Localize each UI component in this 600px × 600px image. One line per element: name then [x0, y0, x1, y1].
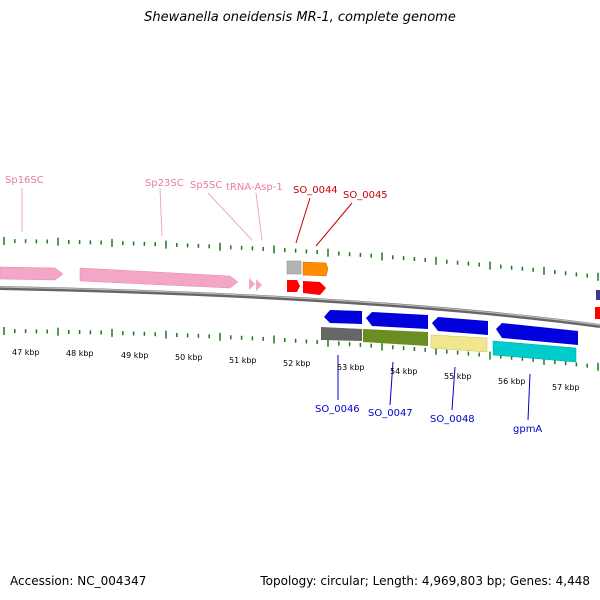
- ruler-label: 56 kbp: [498, 377, 526, 386]
- so-0045-feature[interactable]: [303, 281, 326, 295]
- gpma-block: [492, 340, 577, 363]
- so-0045-orange-block[interactable]: [302, 261, 329, 277]
- so-0047-block: [363, 329, 428, 346]
- edge-blue-feature[interactable]: [596, 290, 600, 300]
- so-0047-leader: [389, 361, 394, 406]
- sp23sc-leader: [159, 187, 163, 237]
- trna-asp-label[interactable]: tRNA-Asp-1: [226, 182, 283, 193]
- so-0044-gray-block[interactable]: [286, 260, 302, 275]
- gpma-label[interactable]: gpmA: [513, 424, 542, 435]
- so-0046-block: [321, 327, 362, 341]
- edge-red-feature[interactable]: [595, 307, 600, 319]
- ruler-labels: 47 kbp 48 kbp 49 kbp 50 kbp 51 kbp 52 kb…: [12, 348, 580, 392]
- so-0048-label[interactable]: SO_0048: [430, 414, 475, 425]
- sp23sc-feature[interactable]: [79, 267, 239, 289]
- so-0045-leader: [315, 202, 353, 247]
- genome-summary-text: Topology: circular; Length: 4,969,803 bp…: [260, 574, 590, 588]
- so-0048-block: [430, 334, 488, 353]
- so-0048-feature[interactable]: [432, 317, 488, 335]
- ruler-label: 47 kbp: [12, 348, 40, 357]
- inner-tick-track: [3, 327, 599, 371]
- sp5sc-feature[interactable]: [249, 278, 255, 290]
- gpma-feature[interactable]: [496, 323, 578, 345]
- so-0047-feature[interactable]: [366, 312, 428, 329]
- genome-backbone: [0, 286, 600, 328]
- so-0044-label[interactable]: SO_0044: [293, 185, 338, 196]
- sp16sc-feature[interactable]: [0, 266, 64, 281]
- ruler-label: 54 kbp: [390, 367, 418, 376]
- ruler-label: 52 kbp: [283, 359, 311, 368]
- trna-asp-feature[interactable]: [256, 279, 262, 291]
- so-0048-leader: [451, 366, 456, 411]
- outer-tick-track: [3, 237, 599, 281]
- gpma-leader: [527, 373, 531, 421]
- so-0046-label[interactable]: SO_0046: [315, 404, 360, 415]
- ruler-label: 51 kbp: [229, 356, 257, 365]
- so-0044-feature[interactable]: [287, 280, 300, 292]
- trna-asp-leader: [255, 192, 263, 241]
- so-0047-label[interactable]: SO_0047: [368, 408, 413, 419]
- ruler-label: 55 kbp: [444, 372, 472, 381]
- so-0045-label[interactable]: SO_0045: [343, 190, 388, 201]
- ruler-label: 48 kbp: [66, 349, 94, 358]
- ruler-label: 50 kbp: [175, 353, 203, 362]
- so-0046-feature[interactable]: [324, 310, 362, 324]
- ruler-label: 53 kbp: [337, 363, 365, 372]
- ruler-label: 49 kbp: [121, 351, 149, 360]
- so-0044-leader: [295, 197, 311, 244]
- sp5sc-label[interactable]: Sp5SC: [190, 180, 222, 191]
- accession-text: Accession: NC_004347: [10, 574, 147, 588]
- map-title: Shewanella oneidensis MR-1, complete gen…: [144, 10, 456, 25]
- sp23sc-label[interactable]: Sp23SC: [145, 178, 184, 189]
- sp16sc-label[interactable]: Sp16SC: [5, 175, 44, 186]
- sp5sc-leader: [207, 192, 253, 241]
- ruler-label: 57 kbp: [552, 383, 580, 392]
